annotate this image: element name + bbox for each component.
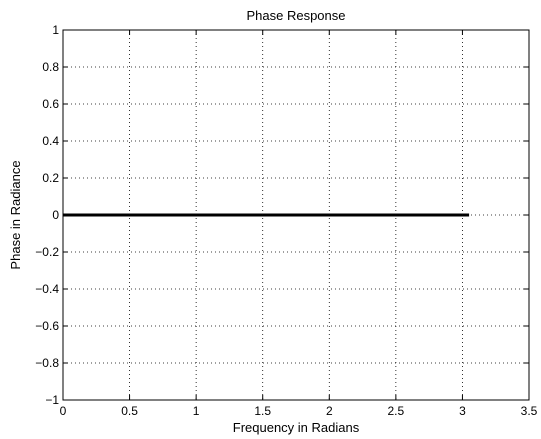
y-axis-label: Phase in Radiance — [8, 160, 23, 269]
x-axis-label: Frequency in Radians — [233, 420, 360, 435]
x-tick-label: 0.5 — [121, 404, 138, 418]
y-tick-label: −0.6 — [35, 319, 59, 333]
ticks: 0 0.5 1 1.5 2 2.5 3 3.5 −1 −0.8 −0.6 −0.4 −0.2 0 0.2 0.… — [35, 23, 537, 418]
x-tick-label: 3 — [459, 404, 466, 418]
x-tick-label: 3.5 — [521, 404, 538, 418]
y-tick-label: −0.4 — [35, 282, 59, 296]
y-tick-label: 0.2 — [42, 171, 59, 185]
y-tick-label: 0.6 — [42, 97, 59, 111]
x-tick-label: 1.5 — [254, 404, 271, 418]
x-tick-label: 2.5 — [388, 404, 405, 418]
y-tick-label: 1 — [52, 23, 59, 37]
y-tick-label: 0 — [52, 208, 59, 222]
y-tick-label: −0.2 — [35, 245, 59, 259]
y-tick-label: 0.8 — [42, 60, 59, 74]
x-tick-label: 2 — [326, 404, 333, 418]
x-tick-label: 1 — [193, 404, 200, 418]
chart-title: Phase Response — [246, 8, 345, 23]
y-tick-label: −0.8 — [35, 356, 59, 370]
y-tick-label: −1 — [45, 393, 59, 407]
x-tick-label: 0 — [60, 404, 67, 418]
y-tick-label: 0.4 — [42, 134, 59, 148]
